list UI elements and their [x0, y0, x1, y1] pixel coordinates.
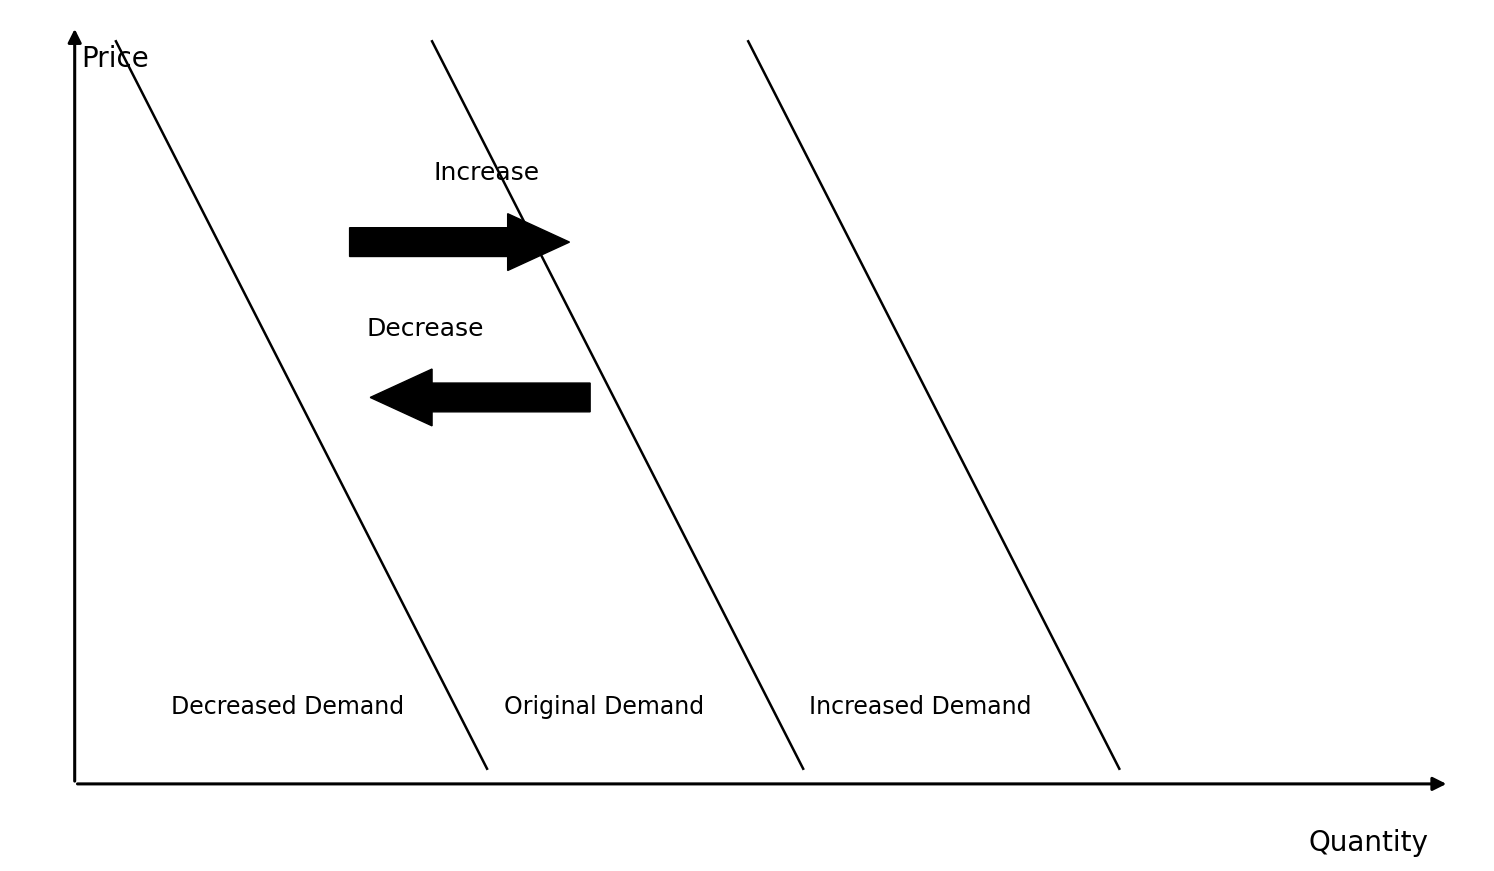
Text: Increased Demand: Increased Demand: [808, 695, 1031, 719]
Text: Price: Price: [82, 45, 149, 73]
FancyArrow shape: [371, 369, 590, 426]
Text: Quantity: Quantity: [1309, 829, 1428, 857]
FancyArrow shape: [350, 213, 569, 271]
Text: Original Demand: Original Demand: [503, 695, 704, 719]
Text: Decrease: Decrease: [366, 316, 484, 341]
Text: Increase: Increase: [433, 161, 541, 186]
Text: Decreased Demand: Decreased Demand: [172, 695, 405, 719]
